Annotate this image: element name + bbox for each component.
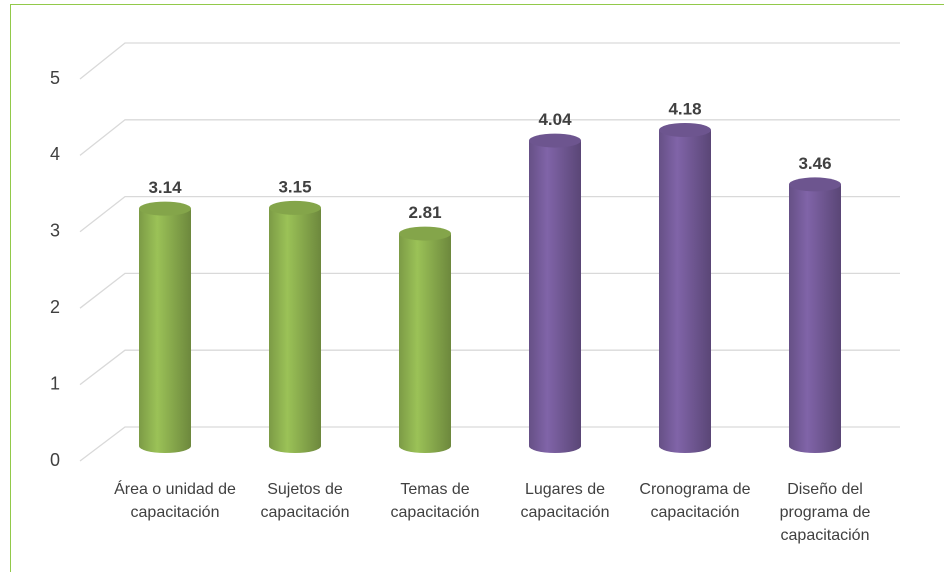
x-tick-label: Área o unidad de capacitación (114, 481, 236, 521)
x-tick-label: Cronograma de capacitación (639, 481, 751, 521)
y-tick-label: 4 (50, 144, 60, 164)
y-tick-label: 1 (50, 373, 60, 393)
data-label: 4.04 (538, 110, 572, 129)
x-tick-label: Lugares de capacitación (520, 481, 610, 521)
data-label: 3.46 (798, 154, 831, 173)
grid-line (79, 426, 900, 462)
data-label: 4.18 (668, 99, 701, 118)
x-tick-label: Sujetos de capacitación (260, 481, 350, 521)
data-label: 3.14 (148, 178, 182, 197)
y-tick-label: 5 (50, 68, 60, 88)
bar (659, 129, 711, 446)
bar (399, 233, 451, 446)
x-tick-label: Diseño del programa de capacitación (779, 481, 871, 544)
bar-top (789, 177, 841, 192)
bar (789, 184, 841, 446)
y-tick-label: 0 (50, 450, 60, 470)
x-tick-label: Temas de capacitación (390, 481, 480, 521)
grid-line (79, 349, 900, 386)
y-tick-label: 2 (50, 297, 60, 317)
grid-line (79, 195, 900, 233)
bar-top (659, 122, 711, 137)
y-tick-label: 3 (50, 221, 60, 241)
grid-line (79, 42, 900, 80)
frame (10, 4, 944, 572)
bar-top (399, 226, 451, 241)
bar (139, 208, 191, 446)
data-label: 2.81 (408, 203, 441, 222)
data-label: 3.15 (278, 177, 311, 196)
bar (269, 207, 321, 446)
grid-line (79, 119, 900, 156)
grid-line (79, 272, 900, 309)
bar (529, 140, 581, 447)
bar-top (139, 201, 191, 216)
bar-top (529, 133, 581, 148)
bar-top (269, 200, 321, 215)
